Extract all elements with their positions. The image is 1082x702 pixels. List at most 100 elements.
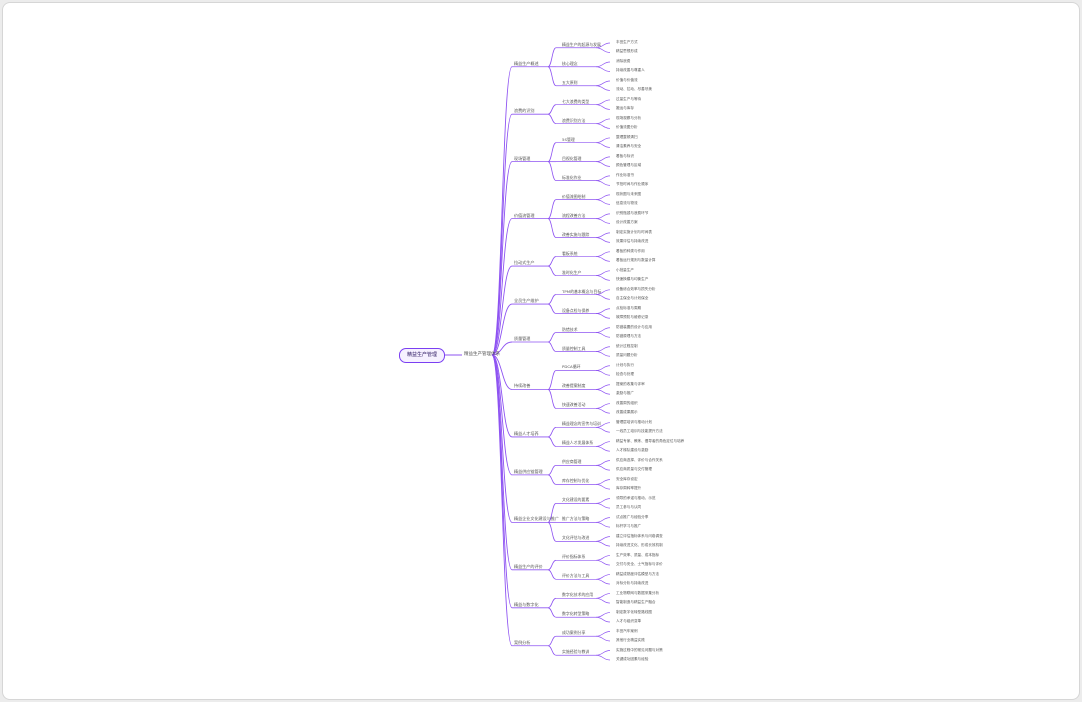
subtopic-node[interactable]: 实施经验与教训	[562, 649, 590, 655]
root-node[interactable]: 精益生产管理	[399, 348, 445, 363]
subtopic-node[interactable]: 设备点检与保养	[562, 307, 590, 313]
leaf-node[interactable]: 实施过程中的常见问题与对策	[616, 647, 663, 652]
subtopic-node[interactable]: 改善实施与跟踪	[562, 231, 590, 237]
subtopic-node[interactable]: 成功案例分享	[562, 630, 586, 636]
leaf-node[interactable]: 精益思想形成	[616, 49, 638, 54]
subtopic-node[interactable]: 评价指标体系	[562, 554, 586, 560]
leaf-node[interactable]: 消除浪费	[616, 58, 631, 63]
leaf-node[interactable]: 统计过程控制	[616, 343, 638, 348]
leaf-node[interactable]: 颜色管理与区域	[616, 163, 642, 168]
leaf-node[interactable]: 设计改善方案	[616, 220, 638, 225]
leaf-node[interactable]: 信息流与物流	[616, 201, 638, 206]
subtopic-node[interactable]: 质量控制工具	[562, 345, 586, 351]
leaf-node[interactable]: 节拍时间与作业顺序	[616, 182, 649, 187]
leaf-node[interactable]: 检查与处理	[616, 372, 634, 377]
subtopic-node[interactable]: 看板系统	[562, 250, 578, 256]
subtopic-node[interactable]: 防错技术	[562, 326, 578, 332]
leaf-node[interactable]: 供应商质量与交付管理	[616, 467, 652, 472]
branch-node[interactable]: 现场管理	[514, 155, 531, 161]
subtopic-node[interactable]: 五大原则	[562, 79, 578, 85]
leaf-node[interactable]: 识别瓶颈与浪费环节	[616, 210, 649, 215]
leaf-node[interactable]: 供应商选择、评价与合作关系	[616, 457, 663, 462]
leaf-node[interactable]: 丰田汽车案例	[616, 628, 638, 633]
leaf-node[interactable]: 整理整顿清扫	[616, 134, 638, 139]
leaf-node[interactable]: 清洁素养与安全	[616, 144, 642, 149]
leaf-node[interactable]: 智能制造与精益生产融合	[616, 600, 656, 605]
branch-node[interactable]: 精益与数字化	[514, 601, 539, 607]
leaf-node[interactable]: 精益成熟度评估模型与方法	[616, 571, 660, 576]
branch-node[interactable]: 浪费的识别	[514, 108, 535, 114]
subtopic-node[interactable]: 价值流图绘制	[562, 193, 586, 199]
branch-node[interactable]: 精益生产的评价	[514, 563, 543, 569]
leaf-node[interactable]: 快速换模与均衡生产	[616, 277, 649, 282]
branch-node[interactable]: 价值流管理	[514, 212, 535, 218]
leaf-node[interactable]: 库存周转率提升	[616, 486, 642, 491]
subtopic-node[interactable]: 快速改善活动	[562, 402, 586, 408]
leaf-node[interactable]: 点检标准与周期	[616, 305, 642, 310]
branch-node[interactable]: 持续改善	[514, 383, 531, 389]
leaf-node[interactable]: 自主保全与计划保全	[616, 296, 649, 301]
subtopic-node[interactable]: 库存控制与优化	[562, 478, 590, 484]
leaf-node[interactable]: 计划与执行	[616, 362, 634, 367]
leaf-node[interactable]: 看板的种类与作用	[616, 248, 645, 253]
subtopic-node[interactable]: 5S管理	[562, 136, 575, 142]
leaf-node[interactable]: 现状图与未来图	[616, 191, 642, 196]
leaf-node[interactable]: 丰田生产方式	[616, 40, 638, 44]
subtopic-node[interactable]: 数字化技术的应用	[562, 592, 594, 598]
leaf-node[interactable]: 质量问题分析	[616, 353, 638, 358]
branch-node[interactable]: 精益企业文化建设与推广	[514, 516, 560, 522]
leaf-node[interactable]: 管理层培训与推动计划	[616, 419, 652, 424]
subtopic-node[interactable]: 推广方法与策略	[562, 516, 590, 522]
leaf-node[interactable]: 效果评估与持续改进	[616, 239, 649, 244]
subtopic-node[interactable]: 文化评估与改进	[562, 535, 590, 541]
center-node-label[interactable]: 精益生产管理体系	[464, 352, 500, 357]
subtopic-node[interactable]: 数字化转型策略	[562, 611, 590, 617]
leaf-node[interactable]: 小批量生产	[616, 267, 634, 272]
subtopic-node[interactable]: 改善提案制度	[562, 383, 586, 389]
leaf-node[interactable]: 故障预防与维修记录	[616, 315, 649, 320]
subtopic-node[interactable]: 精益人才发展体系	[562, 440, 594, 446]
leaf-node[interactable]: 现场观察与分析	[616, 115, 642, 120]
branch-node[interactable]: 拉动式生产	[514, 260, 535, 266]
leaf-node[interactable]: 改善周的组织	[616, 400, 638, 405]
leaf-node[interactable]: 生产效率、质量、成本指标	[616, 552, 660, 557]
subtopic-node[interactable]: PDCA循环	[562, 364, 581, 370]
leaf-node[interactable]: 改善成果展示	[616, 410, 638, 415]
leaf-node[interactable]: 提案的收集与评审	[616, 381, 645, 386]
leaf-node[interactable]: 设备综合效率与损失分析	[616, 286, 656, 291]
leaf-node[interactable]: 价值流图分析	[616, 125, 638, 130]
subtopic-node[interactable]: 目视化管理	[562, 155, 582, 161]
subtopic-node[interactable]: 核心理念	[562, 60, 578, 66]
subtopic-node[interactable]: 流程改善方法	[562, 212, 586, 218]
leaf-node[interactable]: 持续改善与尊重人	[616, 68, 645, 73]
leaf-node[interactable]: 持续改进文化、形成长效机制	[616, 543, 663, 548]
branch-node[interactable]: 精益供应链管理	[514, 468, 543, 474]
branch-node[interactable]: 精益人才培养	[514, 430, 539, 436]
leaf-node[interactable]: 其他行业精益实践	[616, 638, 645, 642]
leaf-node[interactable]: 一线员工培训与技能提升方法	[616, 429, 663, 434]
leaf-node[interactable]: 精益专家、教练、倡导者的角色定位与培养	[616, 438, 685, 443]
leaf-node[interactable]: 建立评估指标体系与问卷调查	[616, 533, 663, 538]
leaf-node[interactable]: 价值与价值流	[616, 77, 638, 82]
leaf-node[interactable]: 对标分析与持续改进	[616, 581, 649, 586]
leaf-node[interactable]: 试点推广与经验分享	[616, 514, 649, 519]
leaf-node[interactable]: 领导的承诺与推动、示范	[616, 495, 656, 500]
leaf-node[interactable]: 搬运与库存	[616, 106, 634, 111]
leaf-node[interactable]: 流动、拉动、尽善尽美	[616, 87, 652, 92]
leaf-node[interactable]: 看板运行规则与数量计算	[616, 258, 656, 263]
leaf-node[interactable]: 工业物联网与数据采集分析	[616, 590, 660, 595]
leaf-node[interactable]: 作业标准书	[616, 172, 634, 177]
leaf-node[interactable]: 看板与标识	[616, 153, 634, 158]
branch-node[interactable]: 质量管理	[514, 336, 531, 341]
subtopic-node[interactable]: 评价方法与工具	[562, 573, 590, 579]
subtopic-node[interactable]: 精益生产的起源与发展	[562, 41, 601, 47]
subtopic-node[interactable]: TPM的基本概念与目标	[562, 288, 602, 294]
subtopic-node[interactable]: 精益理念的宣传与培训	[562, 421, 601, 427]
leaf-node[interactable]: 激励与推广	[616, 391, 634, 396]
leaf-node[interactable]: 员工参与与认同	[616, 505, 642, 510]
leaf-node[interactable]: 人才与组织变革	[616, 619, 642, 624]
subtopic-node[interactable]: 标准化作业	[562, 174, 582, 180]
branch-node[interactable]: 全员生产维护	[514, 298, 539, 304]
branch-node[interactable]: 案例分析	[514, 639, 531, 645]
